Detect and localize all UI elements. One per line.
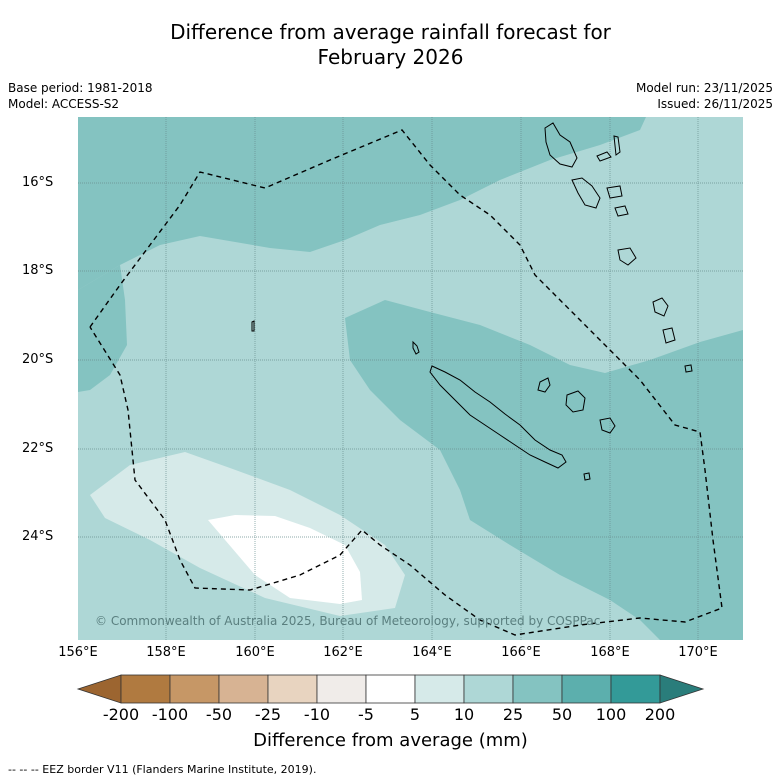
ouvea-island: [537, 377, 551, 393]
colorbar-segment: [610, 674, 661, 704]
eez-border: [89, 129, 723, 636]
copyright-notice: © Commonwealth of Australia 2025, Bureau…: [95, 614, 601, 628]
small-island-south: [583, 472, 591, 481]
new-caledonia-island: [429, 365, 567, 469]
tanna-island: [662, 327, 676, 344]
lon-label: 170°E: [678, 645, 718, 660]
colorbar-tick-label: 100: [595, 705, 627, 724]
malekula-island: [571, 177, 601, 209]
lon-label: 160°E: [235, 645, 275, 660]
lon-label: 168°E: [590, 645, 630, 660]
maewo-island: [613, 135, 621, 156]
model-name: Model: ACCESS-S2: [8, 97, 120, 111]
model-run: Model run: 23/11/2025: [635, 81, 773, 95]
colorbar-segment: [414, 674, 465, 704]
colorbar-segment: [512, 674, 563, 704]
colorbar-segment: [561, 674, 612, 704]
erromango-island: [652, 297, 669, 317]
aneityum-island: [684, 364, 693, 373]
contour-north-25-50: [78, 117, 646, 290]
colorbar-segment: [169, 674, 220, 704]
colorbar-tick-label: 200: [644, 705, 676, 724]
colorbar-segment: [316, 674, 367, 704]
lon-label: 164°E: [412, 645, 452, 660]
colorbar-segment: [463, 674, 514, 704]
belep-islands: [412, 340, 420, 355]
lat-label: 22°S: [22, 441, 54, 456]
lon-label: 158°E: [146, 645, 186, 660]
ambae-island: [596, 151, 612, 162]
gridlines: [78, 117, 743, 640]
meta-right: Model run: 23/11/2025 Issued: 26/11/2025: [636, 80, 773, 112]
colorbar-segment: [365, 674, 416, 704]
title-line-1: Difference from average rainfall forecas…: [170, 20, 611, 44]
colorbar-tick-label: -200: [102, 705, 140, 724]
lat-label: 20°S: [22, 352, 54, 367]
lon-label: 156°E: [58, 645, 98, 660]
lon-label: 166°E: [501, 645, 541, 660]
colorbar-tick-label: -50: [205, 705, 233, 724]
colorbar-arrow-low: [76, 674, 122, 704]
colorbar-tick-label: 25: [502, 705, 524, 724]
chesterfield-islet: [251, 320, 255, 332]
colorbar-tick-label: -100: [151, 705, 189, 724]
colorbar-tick-label: -5: [358, 705, 374, 724]
chart-title: Difference from average rainfall forecas…: [0, 20, 781, 70]
lat-label: 16°S: [22, 175, 54, 190]
colorbar-segment: [267, 674, 318, 704]
colorbar-tick-label: 50: [551, 705, 573, 724]
colorbar-title: Difference from average (mm): [253, 730, 528, 751]
lifou-island: [565, 390, 586, 413]
colorbar-tick-label: 5: [409, 705, 421, 724]
colorbar-segment: [120, 674, 171, 704]
title-line-2: February 2026: [317, 45, 464, 69]
colorbar-tick-label: -25: [254, 705, 282, 724]
lat-label: 24°S: [22, 529, 54, 544]
colorbar-segment: [218, 674, 269, 704]
epi-island: [614, 205, 629, 217]
lat-label: 18°S: [22, 263, 54, 278]
eez-footnote: -- -- -- EEZ border V11 (Flanders Marine…: [8, 763, 317, 776]
ambrym-island: [606, 185, 623, 199]
efate-island: [617, 247, 637, 266]
base-period: Base period: 1981-2018: [8, 81, 153, 95]
colorbar-arrow-high: [659, 674, 705, 704]
lon-label: 162°E: [323, 645, 363, 660]
meta-left: Base period: 1981-2018 Model: ACCESS-S2: [8, 80, 153, 112]
colorbar-tick-label: 10: [453, 705, 475, 724]
issued-date: Issued: 26/11/2025: [657, 97, 773, 111]
mare-island: [599, 417, 616, 434]
espiritu-santo-island: [544, 122, 578, 168]
colorbar-tick-label: -10: [303, 705, 331, 724]
colorbar: [76, 674, 705, 704]
